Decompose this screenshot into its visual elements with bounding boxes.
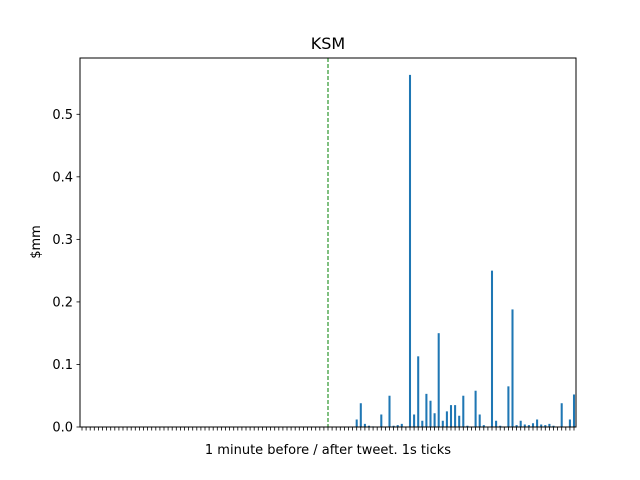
bar bbox=[458, 415, 461, 427]
y-tick-label: 0.0 bbox=[52, 421, 73, 436]
bar bbox=[380, 414, 383, 427]
bar bbox=[421, 420, 424, 427]
bar bbox=[445, 411, 448, 427]
x-axis-label: 1 minute before / after tweet. 1s ticks bbox=[205, 443, 451, 458]
bar bbox=[449, 405, 453, 427]
y-tick-label: 0.5 bbox=[52, 108, 73, 123]
y-tick-label: 0.3 bbox=[52, 233, 73, 248]
bar bbox=[490, 270, 494, 427]
bar bbox=[515, 425, 518, 427]
bar bbox=[462, 395, 465, 427]
bar bbox=[523, 424, 526, 427]
bar bbox=[536, 419, 539, 427]
bar bbox=[388, 395, 391, 427]
bar bbox=[519, 420, 522, 427]
bar bbox=[482, 425, 485, 427]
bar bbox=[454, 405, 457, 427]
bar bbox=[527, 425, 530, 427]
y-axis-ticks: 0.0 0.1 0.2 0.3 0.4 0.5 bbox=[52, 108, 80, 436]
bar bbox=[437, 333, 440, 427]
bar bbox=[400, 423, 403, 427]
y-tick-label: 0.1 bbox=[52, 358, 73, 373]
x-axis-ticks bbox=[81, 427, 575, 431]
bar bbox=[531, 423, 535, 427]
bar bbox=[408, 74, 412, 427]
bar bbox=[392, 425, 395, 427]
bar bbox=[478, 414, 481, 427]
bar bbox=[507, 386, 510, 427]
bar bbox=[552, 425, 555, 427]
bar bbox=[560, 403, 563, 427]
bar bbox=[363, 423, 366, 427]
bar bbox=[466, 425, 469, 427]
y-tick-label: 0.2 bbox=[52, 295, 73, 310]
bar bbox=[511, 309, 514, 427]
bar bbox=[568, 419, 571, 427]
bar bbox=[572, 394, 576, 427]
bar bbox=[499, 425, 502, 427]
bar bbox=[355, 419, 358, 427]
y-tick-label: 0.4 bbox=[52, 170, 73, 185]
bar bbox=[474, 390, 477, 427]
bar bbox=[413, 414, 416, 427]
bar bbox=[433, 413, 436, 427]
bar bbox=[425, 393, 428, 427]
bar-series bbox=[355, 74, 576, 427]
bar bbox=[540, 424, 543, 427]
bar bbox=[544, 425, 547, 427]
bar bbox=[359, 403, 362, 427]
bar bbox=[429, 400, 432, 427]
bar bbox=[441, 420, 444, 427]
chart-title: KSM bbox=[311, 34, 345, 53]
y-axis-label: $mm bbox=[29, 225, 44, 259]
bar bbox=[367, 425, 371, 427]
bar bbox=[417, 356, 420, 427]
bar bbox=[495, 420, 498, 427]
bar bbox=[396, 425, 399, 427]
bar bbox=[548, 423, 551, 427]
